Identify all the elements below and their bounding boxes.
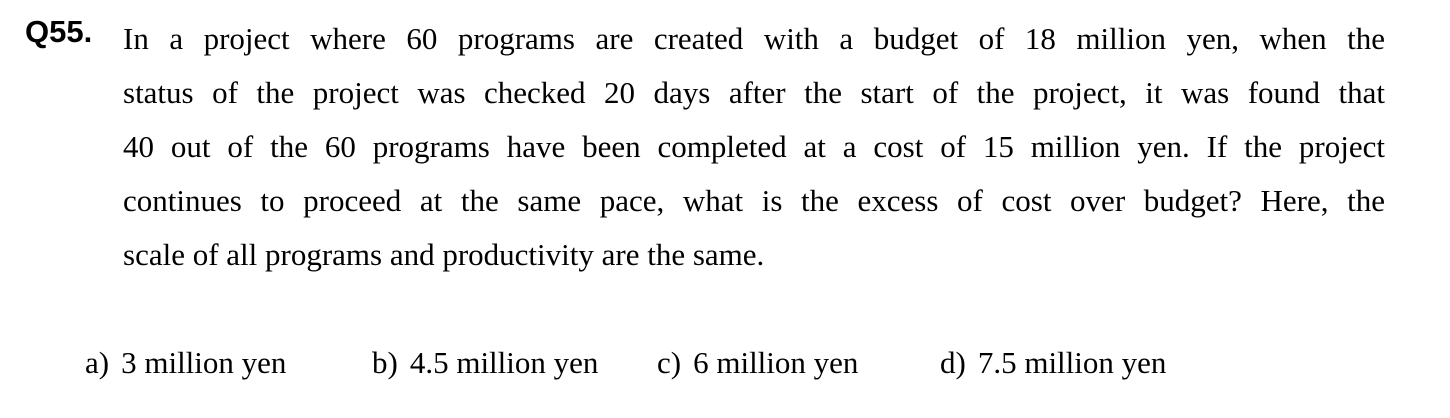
- option-letter: d): [940, 345, 966, 380]
- option-a[interactable]: a) 3 million yen: [85, 340, 286, 386]
- option-c[interactable]: c) 6 million yen: [657, 340, 858, 386]
- option-letter: a): [85, 345, 110, 380]
- question-line: status of the project was checked 20 day…: [123, 75, 1385, 110]
- question-text: In a project where 60 programs are creat…: [123, 12, 1385, 282]
- question-line: 40 out of the 60 programs have been comp…: [123, 129, 1385, 164]
- question-line: scale of all programs and productivity a…: [123, 237, 765, 272]
- option-text: 3 million yen: [121, 345, 287, 380]
- option-text: 4.5 million yen: [409, 345, 599, 380]
- question-line: continues to proceed at the same pace, w…: [123, 183, 1385, 218]
- option-text: 6 million yen: [693, 345, 859, 380]
- option-letter: c): [657, 345, 682, 380]
- option-b[interactable]: b) 4.5 million yen: [372, 340, 598, 386]
- option-text: 7.5 million yen: [977, 345, 1167, 380]
- option-letter: b): [372, 345, 398, 380]
- question-line: In a project where 60 programs are creat…: [123, 21, 1385, 56]
- answer-options: a) 3 million yen b) 4.5 million yen c) 6 mi…: [0, 340, 1450, 386]
- question-number: Q55.: [25, 14, 93, 49]
- option-d[interactable]: d) 7.5 million yen: [940, 340, 1166, 386]
